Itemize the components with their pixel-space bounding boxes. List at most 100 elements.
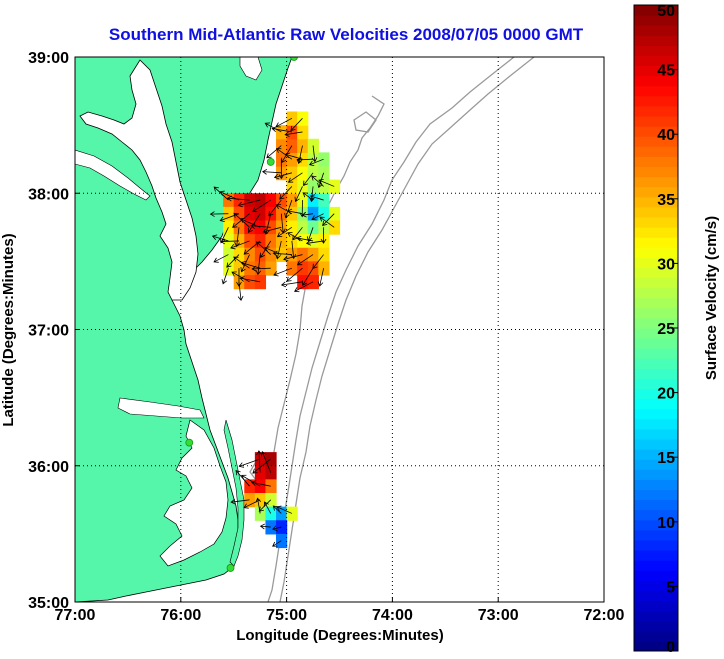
colorbar-step bbox=[634, 5, 678, 16]
velocity-vector bbox=[251, 480, 271, 487]
colorbar-step bbox=[634, 610, 678, 622]
velocity-vector bbox=[287, 172, 303, 183]
velocity-cell bbox=[276, 193, 288, 208]
map-panel bbox=[74, 56, 605, 603]
colorbar-step bbox=[634, 216, 678, 228]
x-tick-label: 76:00 bbox=[160, 607, 201, 624]
colorbar-step bbox=[634, 257, 678, 268]
velocity-cell bbox=[265, 465, 277, 480]
velocity-vector bbox=[296, 235, 314, 242]
colorbar-step bbox=[634, 459, 678, 470]
velocity-cell bbox=[244, 479, 256, 494]
colorbar-step bbox=[634, 550, 678, 561]
colorbar-step bbox=[634, 85, 678, 97]
velocity-vector bbox=[317, 172, 325, 189]
colorbar-tick-label: 10 bbox=[657, 515, 675, 532]
y-axis-ticks: 35:00 36:00 37:00 38:00 39:00 bbox=[28, 50, 80, 612]
colorbar-step bbox=[634, 620, 678, 632]
velocity-vector bbox=[302, 267, 314, 286]
velocity-vector bbox=[287, 232, 303, 242]
velocity-vector bbox=[255, 497, 261, 514]
velocity-cell bbox=[233, 247, 245, 262]
velocity-vector bbox=[240, 260, 261, 269]
delaware-bay bbox=[239, 57, 263, 81]
radar-station-marker bbox=[226, 564, 235, 572]
velocity-cell bbox=[244, 234, 256, 249]
colorbar-step bbox=[634, 338, 678, 349]
y-tick-label: 38:00 bbox=[28, 186, 69, 203]
velocity-vector bbox=[256, 241, 271, 255]
velocity-cell bbox=[318, 152, 330, 167]
velocity-cell bbox=[307, 234, 319, 249]
colorbar-label: Surface Velocity (cm/s) bbox=[703, 216, 720, 380]
colorbar-step bbox=[634, 206, 678, 218]
colorbar-step bbox=[634, 348, 678, 359]
velocity-vector bbox=[303, 172, 314, 186]
x-tick-label: 72:00 bbox=[584, 607, 625, 624]
velocity-cell bbox=[297, 125, 309, 140]
colorbar-step bbox=[634, 45, 678, 56]
grid-lines bbox=[75, 57, 604, 602]
velocity-vector bbox=[226, 195, 250, 202]
pamlico-sound bbox=[159, 419, 229, 567]
velocity-cell bbox=[297, 206, 309, 222]
velocity-vector bbox=[259, 523, 271, 530]
velocity-cell bbox=[254, 493, 267, 508]
velocity-cell bbox=[286, 125, 298, 140]
velocity-vector bbox=[283, 254, 303, 262]
x-tick-label: 77:00 bbox=[55, 607, 96, 624]
velocity-vector bbox=[296, 145, 303, 165]
bathymetry-contour-loop-2 bbox=[353, 111, 377, 133]
colorbar-step bbox=[634, 186, 678, 198]
colorbar-tick-label: 25 bbox=[657, 321, 675, 338]
velocity-cell bbox=[297, 247, 309, 262]
colorbar-step bbox=[634, 640, 678, 652]
velocity-vector bbox=[213, 254, 229, 263]
velocity-cell bbox=[223, 193, 235, 208]
colorbar-step bbox=[634, 247, 678, 258]
colorbar-step bbox=[634, 116, 678, 127]
colorbar-step bbox=[634, 630, 678, 642]
velocity-vector bbox=[272, 540, 282, 547]
velocity-vector bbox=[306, 227, 314, 242]
chesapeake-bay bbox=[79, 59, 199, 301]
velocity-cell bbox=[254, 220, 267, 235]
velocity-cell bbox=[265, 261, 277, 276]
velocity-vector bbox=[209, 211, 229, 217]
velocity-vector bbox=[292, 227, 303, 241]
velocity-vector bbox=[230, 498, 250, 505]
velocity-cell bbox=[286, 111, 298, 126]
velocity-vector bbox=[241, 474, 261, 487]
velocity-cell bbox=[318, 206, 330, 222]
velocity-cell bbox=[328, 220, 341, 235]
x-tick-label: 73:00 bbox=[478, 607, 519, 624]
colorbar-tick-label: 50 bbox=[657, 3, 675, 20]
velocity-cell bbox=[307, 193, 319, 208]
colorbar-step bbox=[634, 388, 678, 400]
x-axis-ticks: 77:00 76:00 75:00 74:00 73:00 72:00 bbox=[55, 597, 625, 624]
velocity-cell bbox=[286, 206, 298, 222]
velocity-vector bbox=[251, 265, 271, 272]
colorbar: 0 5 10 15 20 25 30 35 40 45 50 Surface Velocity (c… bbox=[633, 3, 720, 656]
velocity-cell bbox=[265, 234, 277, 249]
velocity-cell bbox=[297, 111, 309, 126]
velocity-cell bbox=[276, 506, 288, 521]
radar-station-marker bbox=[290, 57, 298, 61]
velocity-cell bbox=[328, 206, 341, 222]
colorbar-step bbox=[634, 408, 678, 420]
colorbar-step bbox=[634, 35, 678, 46]
velocity-vector bbox=[301, 211, 314, 218]
velocity-cell bbox=[265, 452, 277, 467]
velocity-vector bbox=[318, 178, 335, 187]
velocity-cell bbox=[265, 493, 277, 508]
y-axis-label: Latitude (Degrees:Minutes) bbox=[0, 233, 17, 426]
velocity-cell bbox=[286, 166, 298, 181]
colorbar-step bbox=[634, 126, 678, 137]
velocity-cell bbox=[254, 275, 267, 290]
velocity-vector bbox=[311, 145, 318, 163]
colorbar-step bbox=[634, 75, 678, 87]
y-tick-label: 35:00 bbox=[28, 595, 69, 612]
velocity-vector bbox=[275, 117, 293, 128]
colorbar-tick-label: 30 bbox=[657, 256, 675, 273]
